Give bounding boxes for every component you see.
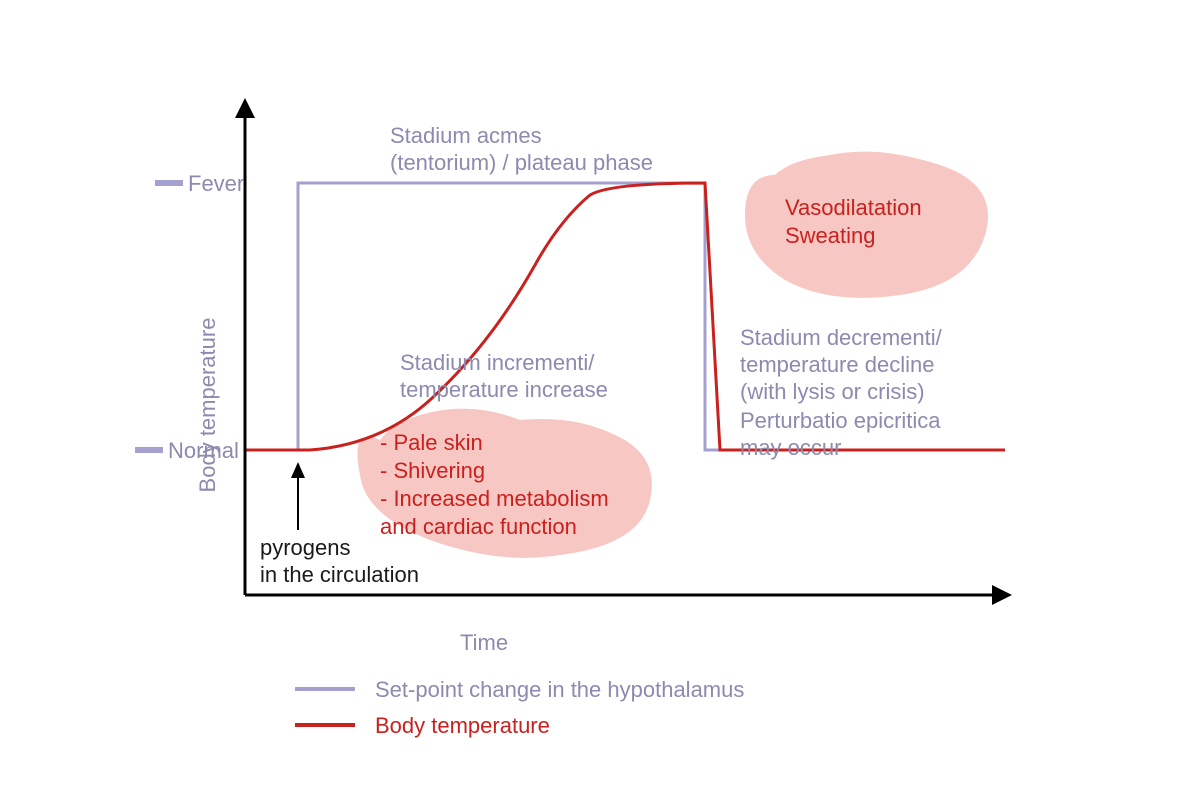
pyrogens-label-2: in the circulation	[260, 562, 419, 587]
symptom-3: - Increased metabolism	[380, 486, 609, 511]
decrease-label-2: temperature decline	[740, 352, 934, 377]
legend-bodytemp-label: Body temperature	[375, 713, 550, 738]
legend: Set-point change in the hypothalamus Bod…	[295, 677, 744, 738]
increase-label-2: temperature increase	[400, 377, 608, 402]
symptom-1: - Pale skin	[380, 430, 483, 455]
plateau-label-1: Stadium acmes	[390, 123, 542, 148]
y-axis-label: Body temperature	[195, 318, 220, 493]
vaso-label-1: Vasodilatation	[785, 195, 922, 220]
decrease-label-1: Stadium decrementi/	[740, 325, 943, 350]
vaso-label-2: Sweating	[785, 223, 876, 248]
perturbatio-label-2: may occur	[740, 435, 841, 460]
pyrogens-label-1: pyrogens	[260, 535, 351, 560]
fever-phases-diagram: Fever Normal Body temperature Time Stadi…	[0, 0, 1200, 800]
x-axis-label: Time	[460, 630, 508, 655]
plateau-label-2: (tentorium) / plateau phase	[390, 150, 653, 175]
perturbatio-label-1: Perturbatio epicritica	[740, 408, 941, 433]
decrease-label-3: (with lysis or crisis)	[740, 379, 925, 404]
increase-label-1: Stadium incrementi/	[400, 350, 595, 375]
pyrogens-marker	[291, 462, 305, 530]
tick-label-fever: Fever	[188, 171, 244, 196]
symptom-4: and cardiac function	[380, 514, 577, 539]
legend-setpoint-label: Set-point change in the hypothalamus	[375, 677, 744, 702]
symptom-2: - Shivering	[380, 458, 485, 483]
